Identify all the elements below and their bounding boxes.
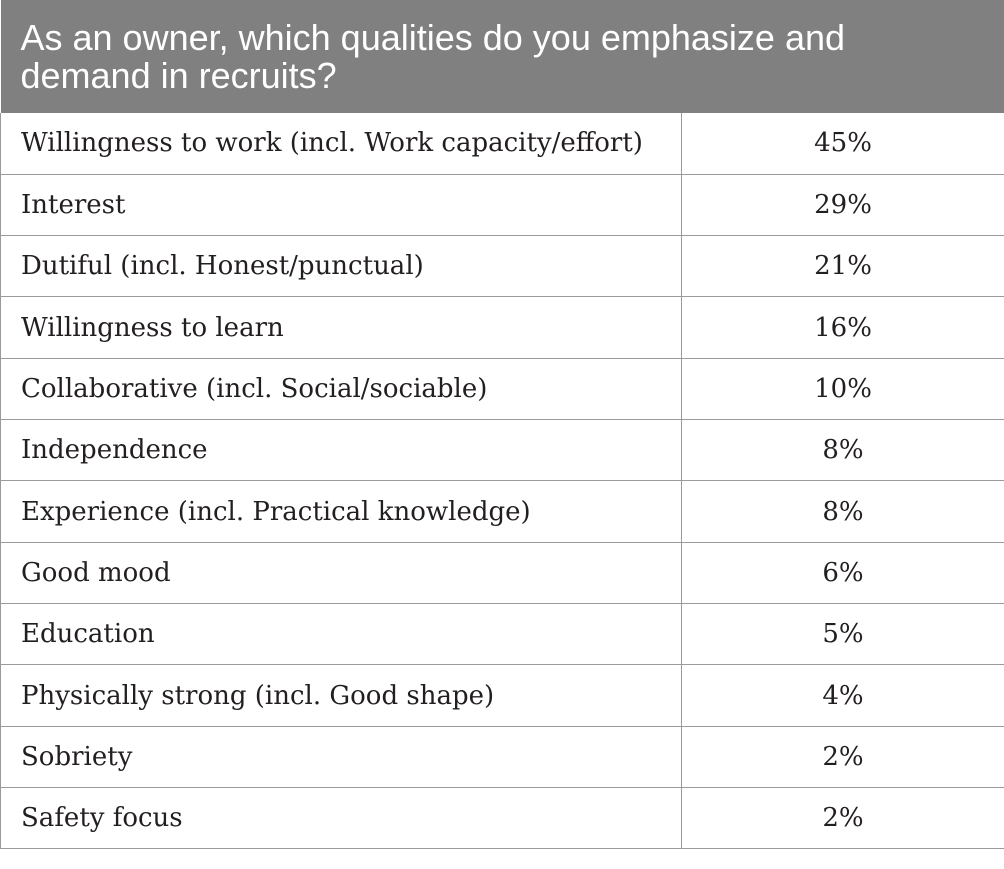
percent-cell: 16% <box>681 296 1004 359</box>
table-row: Willingness to work (incl. Work capacity… <box>0 113 1004 175</box>
quality-cell: Good mood <box>0 542 682 605</box>
percent-cell: 5% <box>681 603 1004 666</box>
quality-cell: Sobriety <box>0 726 682 789</box>
table-row: Collaborative (incl. Social/sociable) 10… <box>0 358 1004 421</box>
quality-cell: Experience (incl. Practical knowledge) <box>0 480 682 543</box>
table-row: Good mood 6% <box>0 542 1004 605</box>
quality-cell: Independence <box>0 419 682 482</box>
quality-cell: Safety focus <box>0 787 682 850</box>
quality-cell: Willingness to learn <box>0 296 682 359</box>
table-row: Willingness to learn 16% <box>0 296 1004 359</box>
table-row: Independence 8% <box>0 419 1004 482</box>
percent-cell: 45% <box>681 113 1004 175</box>
percent-cell: 8% <box>681 480 1004 543</box>
percent-cell: 21% <box>681 235 1004 298</box>
table-row: Safety focus 2% <box>0 787 1004 850</box>
table-row: Education 5% <box>0 603 1004 666</box>
quality-cell: Dutiful (incl. Honest/punctual) <box>0 235 682 298</box>
table-row: Experience (incl. Practical knowledge) 8… <box>0 480 1004 543</box>
quality-cell: Willingness to work (incl. Work capacity… <box>0 113 682 175</box>
table-row: Interest 29% <box>0 174 1004 237</box>
table-row: Dutiful (incl. Honest/punctual) 21% <box>0 235 1004 298</box>
percent-cell: 6% <box>681 542 1004 605</box>
quality-cell: Physically strong (incl. Good shape) <box>0 664 682 727</box>
table-row: Physically strong (incl. Good shape) 4% <box>0 664 1004 727</box>
table-header-row: As an owner, which qualities do you emph… <box>0 0 1004 113</box>
quality-cell: Education <box>0 603 682 666</box>
percent-cell: 10% <box>681 358 1004 421</box>
percent-cell: 2% <box>681 787 1004 850</box>
table-row: Sobriety 2% <box>0 726 1004 789</box>
percent-cell: 4% <box>681 664 1004 727</box>
percent-cell: 2% <box>681 726 1004 789</box>
quality-cell: Interest <box>0 174 682 237</box>
quality-cell: Collaborative (incl. Social/sociable) <box>0 358 682 421</box>
percent-cell: 29% <box>681 174 1004 237</box>
percent-cell: 8% <box>681 419 1004 482</box>
table-header: As an owner, which qualities do you emph… <box>0 0 1004 113</box>
qualities-table: As an owner, which qualities do you emph… <box>0 0 1004 850</box>
